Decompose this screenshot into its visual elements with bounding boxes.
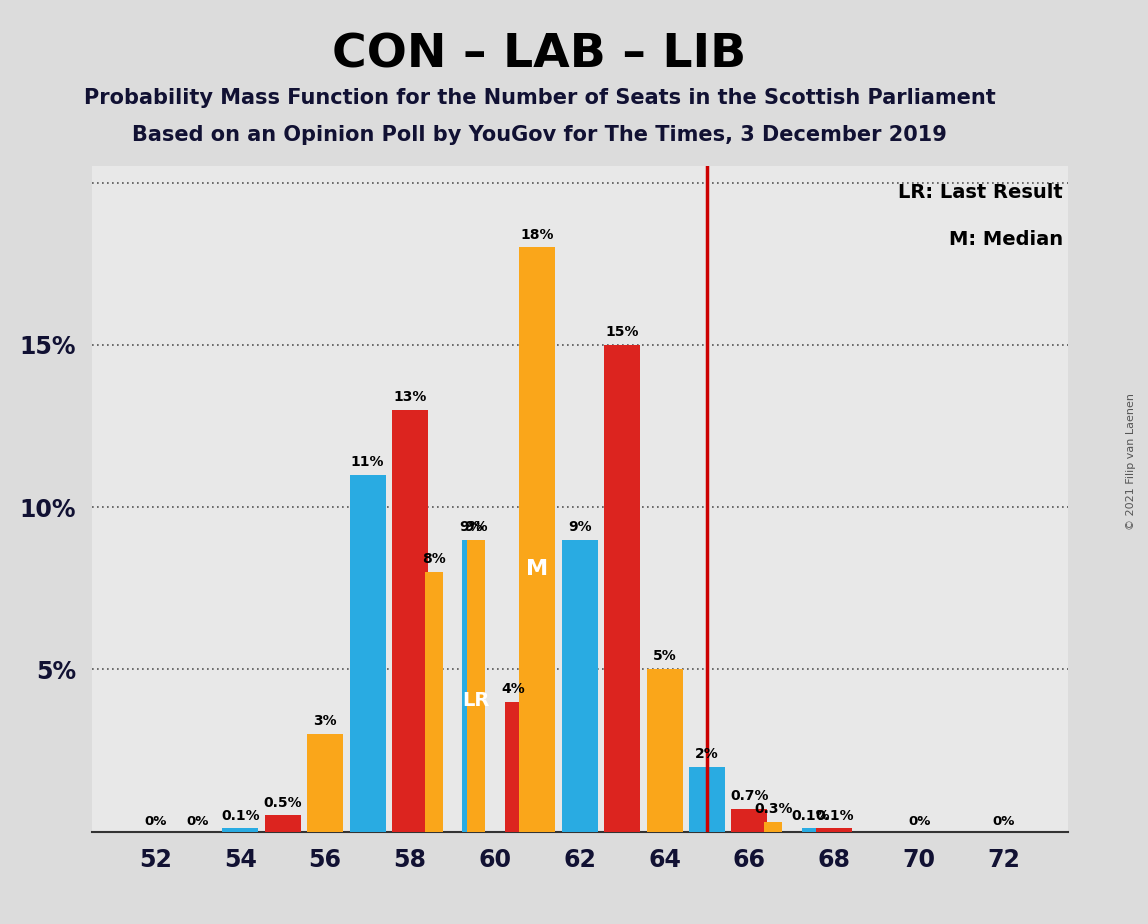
- Text: 0.1%: 0.1%: [222, 808, 259, 822]
- Bar: [505, 702, 522, 832]
- Text: 9%: 9%: [459, 519, 483, 534]
- Text: 8%: 8%: [422, 553, 445, 566]
- Text: 0%: 0%: [187, 815, 209, 828]
- Bar: [731, 808, 768, 832]
- Text: 0.7%: 0.7%: [730, 789, 769, 803]
- Text: 0%: 0%: [993, 815, 1015, 828]
- Bar: [816, 828, 852, 832]
- Bar: [223, 828, 258, 832]
- Bar: [646, 669, 683, 832]
- Bar: [350, 475, 386, 832]
- Text: 2%: 2%: [696, 747, 719, 760]
- Bar: [308, 735, 343, 832]
- Bar: [425, 572, 443, 832]
- Text: 5%: 5%: [653, 650, 676, 663]
- Text: 13%: 13%: [394, 390, 427, 404]
- Bar: [689, 767, 726, 832]
- Bar: [391, 409, 428, 832]
- Bar: [604, 345, 641, 832]
- Bar: [467, 540, 486, 832]
- Text: 0%: 0%: [908, 815, 930, 828]
- Bar: [561, 540, 598, 832]
- Text: 15%: 15%: [605, 325, 639, 339]
- Bar: [463, 540, 480, 832]
- Text: 3%: 3%: [313, 714, 338, 728]
- Bar: [519, 248, 556, 832]
- Text: 0%: 0%: [145, 815, 166, 828]
- Bar: [265, 815, 301, 832]
- Text: CON – LAB – LIB: CON – LAB – LIB: [333, 32, 746, 78]
- Bar: [801, 828, 820, 832]
- Text: 4%: 4%: [502, 682, 526, 696]
- Text: M: M: [526, 559, 549, 578]
- Text: LR: LR: [463, 690, 490, 710]
- Bar: [765, 821, 782, 832]
- Text: 11%: 11%: [351, 455, 385, 468]
- Text: 0.5%: 0.5%: [263, 796, 302, 809]
- Text: Based on an Opinion Poll by YouGov for The Times, 3 December 2019: Based on an Opinion Poll by YouGov for T…: [132, 125, 947, 145]
- Text: © 2021 Filip van Laenen: © 2021 Filip van Laenen: [1126, 394, 1135, 530]
- Text: 9%: 9%: [465, 519, 488, 534]
- Text: 0.1%: 0.1%: [815, 808, 854, 822]
- Text: LR: Last Result: LR: Last Result: [898, 183, 1063, 202]
- Text: M: Median: M: Median: [948, 229, 1063, 249]
- Text: 9%: 9%: [568, 519, 591, 534]
- Text: Probability Mass Function for the Number of Seats in the Scottish Parliament: Probability Mass Function for the Number…: [84, 88, 995, 108]
- Text: 0.3%: 0.3%: [754, 802, 792, 816]
- Text: 0.1%: 0.1%: [791, 808, 830, 822]
- Text: 18%: 18%: [520, 227, 554, 241]
